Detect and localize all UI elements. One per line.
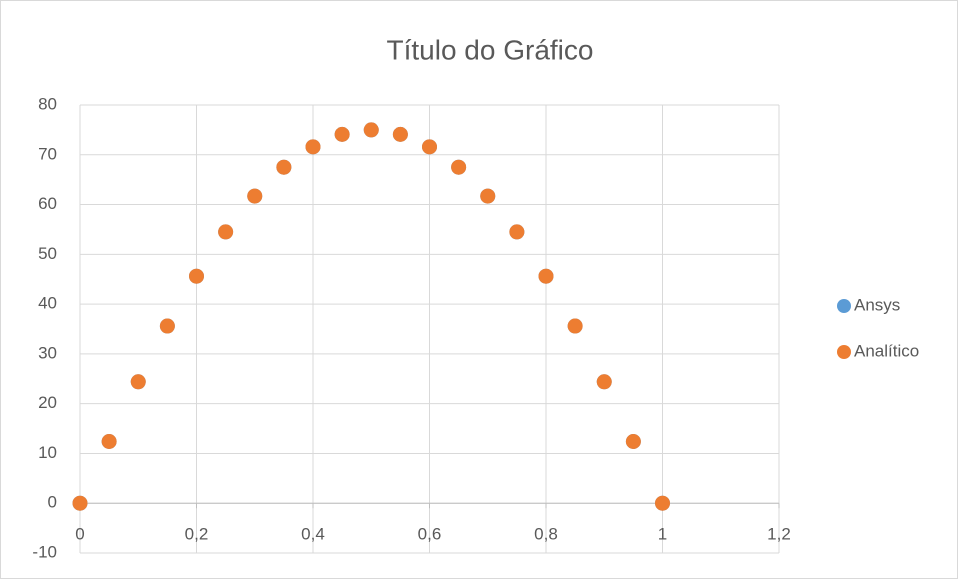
legend-label: Analítico <box>854 341 919 360</box>
point <box>509 224 525 240</box>
x-tick-label: 1,2 <box>767 525 791 544</box>
y-tick-label: 40 <box>38 294 57 313</box>
point <box>480 188 496 204</box>
point <box>247 188 263 204</box>
y-tick-label: 60 <box>38 194 57 213</box>
point <box>72 495 88 511</box>
y-tick-label: 10 <box>38 443 57 462</box>
point <box>392 126 408 142</box>
point <box>596 374 612 390</box>
legend-marker <box>837 345 851 359</box>
y-tick-label: -10 <box>32 542 57 561</box>
y-tick-label: 20 <box>38 393 57 412</box>
x-tick-label: 0,8 <box>534 525 558 544</box>
point <box>159 318 175 334</box>
point <box>363 122 379 138</box>
x-tick-label: 1 <box>658 525 667 544</box>
point <box>567 318 583 334</box>
y-tick-label: 80 <box>38 94 57 113</box>
legend-marker <box>837 299 851 313</box>
point <box>334 126 350 142</box>
point <box>130 374 146 390</box>
point <box>538 268 554 284</box>
point <box>218 224 234 240</box>
x-tick-label: 0,6 <box>418 525 442 544</box>
point <box>655 495 670 511</box>
point <box>422 139 437 155</box>
y-tick-label: 50 <box>38 244 57 263</box>
chart-title: Título do Gráfico <box>387 34 594 65</box>
point <box>451 159 467 175</box>
point <box>305 139 321 155</box>
point <box>625 433 641 449</box>
point <box>101 433 117 449</box>
x-tick-label: 0,4 <box>301 525 325 544</box>
y-tick-label: 30 <box>38 343 57 362</box>
y-tick-label: 70 <box>38 144 57 163</box>
x-tick-label: 0 <box>75 525 84 544</box>
y-tick-label: 0 <box>48 493 57 512</box>
legend-label: Ansys <box>854 295 900 314</box>
point <box>276 159 292 175</box>
point <box>189 268 204 284</box>
x-tick-label: 0,2 <box>185 525 209 544</box>
